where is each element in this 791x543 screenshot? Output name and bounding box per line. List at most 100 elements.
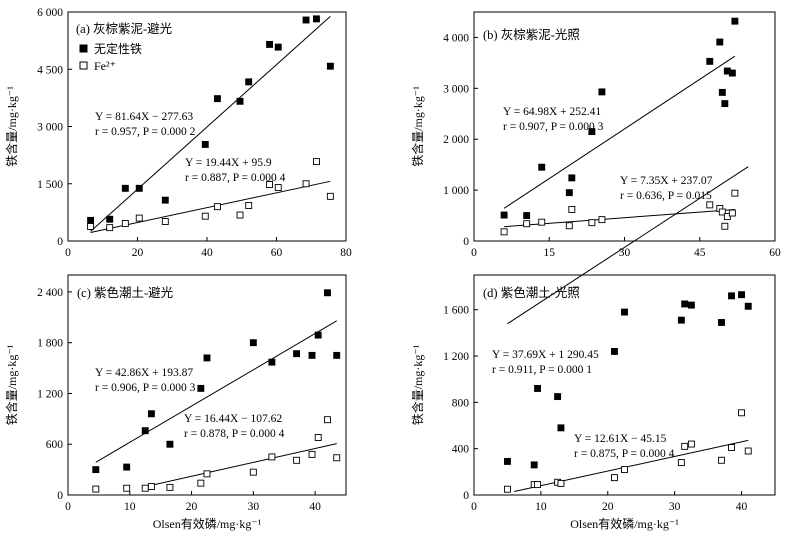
x-tick-label: 60: [271, 247, 283, 259]
open-square-point: [236, 211, 244, 219]
open-square-point: [598, 216, 606, 224]
y-tick-label: 1 800: [37, 338, 63, 350]
panel-title: (d) 紫色潮土-光照: [483, 285, 580, 300]
x-tick-label: 0: [65, 501, 71, 513]
filled-square-point: [166, 440, 174, 448]
open-square-point: [92, 485, 100, 493]
x-tick-label: 40: [201, 247, 213, 259]
filled-square-point: [302, 16, 310, 24]
chart-panel-c: 0 10 20 30 40 0 600 1 200 1 800 2 400 铁含量/mg·kg⁻¹ O…: [4, 274, 347, 531]
open-square-point: [135, 214, 143, 222]
filled-square-point: [324, 289, 331, 297]
filled-square-point: [500, 211, 508, 219]
open-square-point: [274, 184, 282, 192]
open-square-point: [266, 181, 273, 188]
open-square-point: [333, 454, 341, 462]
y-tick-label: 4 000: [443, 32, 469, 44]
filled-square-point: [236, 97, 244, 105]
filled-square-point: [308, 351, 316, 359]
regression-equation: Y = 81.64X − 277.63: [95, 111, 193, 123]
chart-panel-b: 0 15 30 45 60 0 1 000 2 000 3 000 4 000 铁含量/mg·kg⁻…: [410, 11, 781, 259]
filled-square-point: [557, 424, 565, 432]
filled-square-point: [147, 410, 155, 418]
open-square-point: [268, 453, 276, 461]
open-square-point: [166, 483, 174, 491]
filled-square-point: [718, 319, 725, 326]
filled-square-point: [503, 457, 511, 465]
y-tick-label: 2 400: [37, 287, 63, 299]
y-tick-label: 1 500: [37, 179, 63, 191]
filled-square-point: [245, 78, 253, 86]
filled-square-point: [293, 350, 301, 358]
filled-square-point: [731, 17, 739, 25]
regression-stats: r = 0.636, P = 0.015: [620, 190, 712, 202]
regression-equation: Y = 12.61X − 45.15: [574, 433, 667, 445]
filled-square-point: [677, 316, 685, 324]
open-square-point: [565, 222, 573, 230]
y-tick-label: 4 500: [37, 64, 63, 76]
filled-square-point: [87, 216, 95, 224]
open-square-point: [723, 213, 731, 221]
open-square-point: [621, 466, 628, 473]
filled-square-point: [141, 427, 149, 435]
open-square-point: [706, 201, 714, 209]
legend-label-amorphous-fe: 无定性铁: [94, 41, 142, 56]
filled-square-point: [161, 196, 169, 204]
x-tick-label: 20: [132, 247, 144, 259]
plot-frame: [473, 274, 776, 496]
open-square-point: [314, 434, 322, 441]
x-tick-label: 60: [769, 247, 781, 259]
regression-equation: Y = 37.69X + 1 290.45: [492, 349, 599, 361]
regression-stats: r = 0.957, P = 0.000 2: [95, 126, 196, 138]
open-square-point: [203, 470, 211, 478]
x-tick-label: 40: [736, 501, 748, 513]
filled-square-point: [728, 69, 736, 77]
filled-square-point: [718, 88, 726, 96]
filled-square-point: [681, 300, 689, 308]
x-tick-label: 45: [694, 247, 706, 259]
y-tick-label: 1 600: [443, 305, 469, 317]
open-square-point: [302, 180, 310, 188]
regression-equation: Y = 7.35X + 237.07: [620, 175, 713, 187]
open-square-point: [500, 228, 508, 236]
open-square-point: [728, 444, 735, 451]
legend-filled-square: [79, 44, 88, 53]
open-square-point: [718, 456, 725, 464]
filled-square-point: [744, 302, 752, 310]
open-square-point: [718, 208, 726, 216]
filled-square-point: [268, 358, 276, 366]
y-axis-title: 铁含量/mg·kg⁻¹: [410, 86, 425, 167]
filled-square-point: [565, 189, 573, 197]
filled-square-point: [135, 184, 143, 192]
open-square-point: [87, 223, 95, 230]
filled-square-point: [201, 140, 209, 148]
open-square-point: [681, 442, 689, 450]
open-square-point: [106, 224, 114, 232]
filled-square-point: [121, 184, 129, 192]
x-tick-label: 20: [186, 501, 198, 513]
filled-square-point: [197, 384, 205, 392]
open-square-point: [538, 218, 546, 226]
filled-square-point: [314, 331, 322, 339]
regression-stats: r = 0.875, P = 0.000 4: [574, 448, 675, 460]
y-tick-label: 0: [57, 490, 63, 502]
regression-line-fe2: [142, 443, 337, 488]
open-square-point: [324, 416, 331, 424]
open-square-point: [249, 468, 257, 476]
open-square-point: [197, 479, 205, 487]
open-square-point: [568, 205, 576, 213]
regression-stats: r = 0.907, P = 0.000 3: [503, 121, 604, 133]
regression-equation: Y = 42.86X + 193.87: [95, 367, 193, 379]
x-axis-title: Olsen有效磷/mg·kg⁻¹: [570, 516, 679, 531]
open-square-point: [141, 484, 149, 492]
open-square-point: [245, 202, 253, 209]
filled-square-point: [274, 43, 282, 51]
x-tick-label: 0: [471, 501, 477, 513]
filled-square-point: [333, 351, 341, 359]
open-square-point: [326, 192, 334, 200]
open-square-point: [728, 209, 736, 217]
open-square-point: [738, 409, 746, 417]
regression-stats: r = 0.878, P = 0.000 4: [184, 428, 285, 440]
y-tick-label: 3 000: [443, 83, 469, 95]
